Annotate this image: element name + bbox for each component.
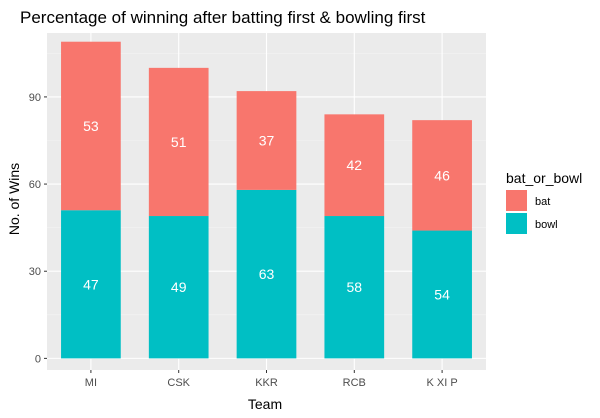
bar-bat-csk <box>148 67 209 217</box>
data-label-bowl: 58 <box>347 279 363 295</box>
bar-bat-k-xi-p <box>412 120 472 231</box>
data-label-bowl: 49 <box>171 279 187 295</box>
bar-bowl-kkr <box>236 189 297 359</box>
y-tick-label: 60 <box>29 179 41 191</box>
chart-title: Percentage of winning after batting firs… <box>20 8 426 27</box>
y-axis-title: No. of Wins <box>6 163 22 235</box>
x-tick-label: RCB <box>343 377 366 389</box>
data-labels: 47 53 49 51 63 37 58 42 54 46 <box>83 118 450 303</box>
data-label-bowl: 47 <box>83 276 99 292</box>
x-axis: MI CSK KKR RCB K XI P <box>85 370 458 389</box>
x-tick-label: KKR <box>255 377 278 389</box>
legend-label-bat: bat <box>535 196 550 208</box>
x-axis-title: Team <box>248 396 282 412</box>
bar-bowl-k-xi-p <box>412 230 472 359</box>
data-label-bat: 51 <box>171 134 187 150</box>
y-tick-label: 30 <box>29 266 41 278</box>
legend-title: bat_or_bowl <box>506 170 582 186</box>
legend-label-bowl: bowl <box>535 219 558 231</box>
legend: bat_or_bowl bat bowl <box>506 170 582 234</box>
bar-bowl-mi <box>61 210 121 359</box>
legend-key-bowl <box>506 213 527 234</box>
y-tick-label: 0 <box>35 353 41 365</box>
bar-bat-rcb <box>324 114 385 217</box>
y-tick-label: 90 <box>29 92 41 104</box>
bars <box>61 41 472 359</box>
data-label-bat: 42 <box>347 157 363 173</box>
bar-bat-kkr <box>236 91 297 190</box>
legend-key-bat <box>506 190 527 211</box>
x-tick-label: CSK <box>167 377 190 389</box>
data-label-bat: 53 <box>83 118 99 134</box>
x-tick-label: MI <box>85 377 97 389</box>
data-label-bat: 37 <box>259 132 275 148</box>
bar-bowl-rcb <box>324 216 385 359</box>
data-label-bat: 46 <box>434 167 450 183</box>
y-axis: 0 30 60 90 <box>29 92 47 365</box>
data-label-bowl: 63 <box>259 266 275 282</box>
bar-bat-mi <box>61 41 121 211</box>
bar-bowl-csk <box>148 216 209 359</box>
x-tick-label: K XI P <box>427 377 458 389</box>
data-label-bowl: 54 <box>434 286 450 302</box>
